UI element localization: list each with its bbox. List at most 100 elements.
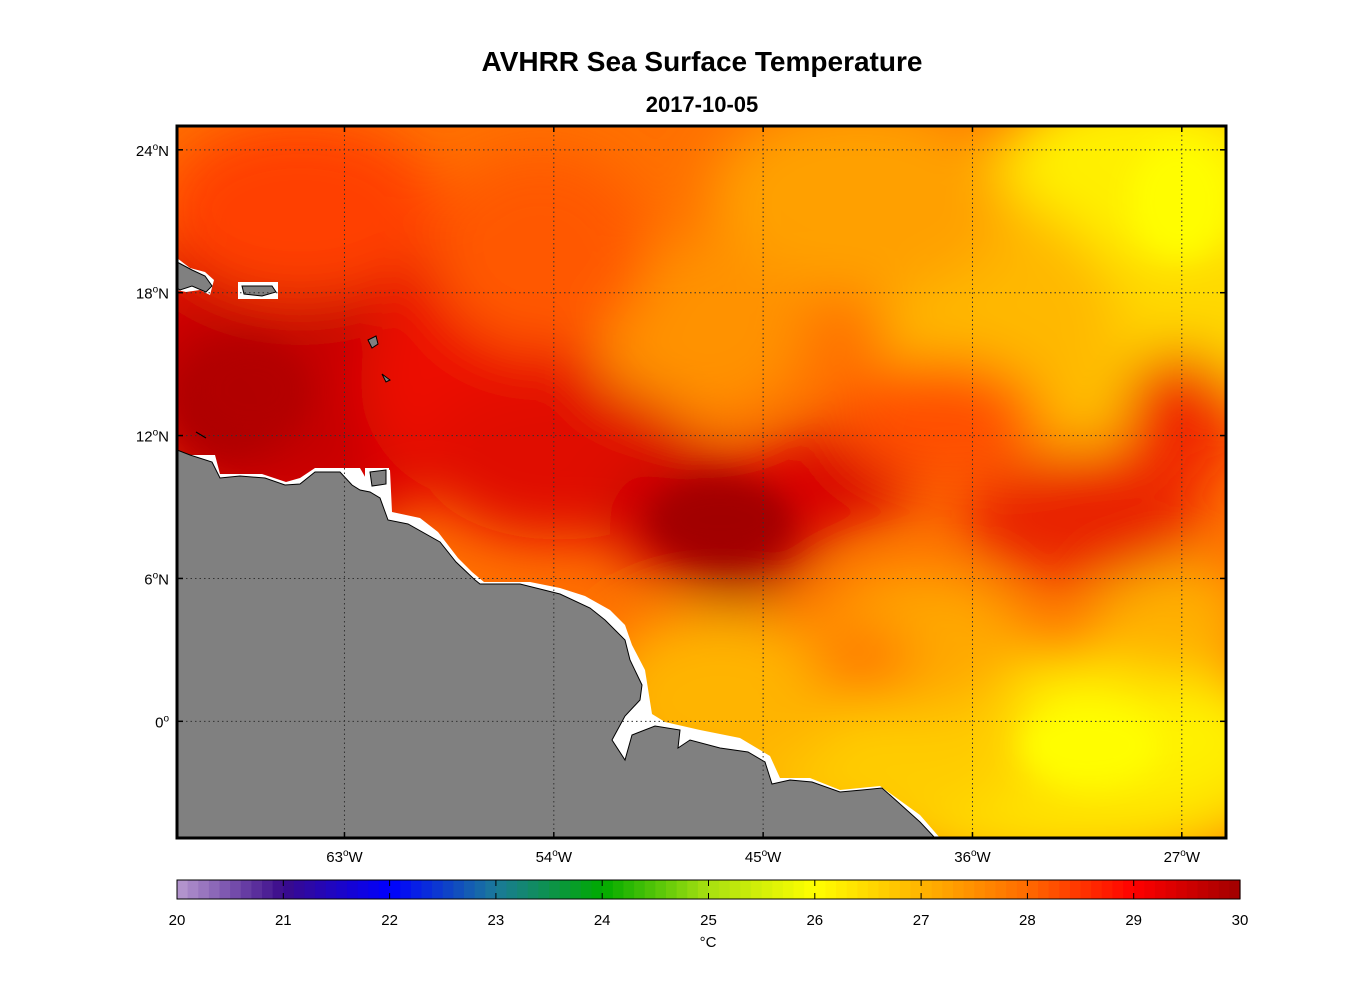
colorbar-steps (177, 880, 1241, 899)
colorbar-tick-label: 27 (913, 912, 930, 929)
colorbar-step (442, 880, 454, 899)
axis-ticks: 63oW 54oW 45oW 36oW 27oW 24oN 18oN 12oN 6oN 0o (136, 126, 1226, 866)
lat-tick-label: 12oN (136, 428, 169, 446)
colorbar-step (527, 880, 540, 899)
colorbar-step (878, 880, 890, 899)
colorbar-unit: °C (700, 934, 717, 951)
colorbar-step (1165, 880, 1177, 899)
colorbar-step (1176, 880, 1188, 899)
colorbar-step (1048, 880, 1060, 899)
chart-title: AVHRR Sea Surface Temperature (481, 46, 923, 77)
colorbar-step (676, 880, 688, 899)
colorbar-step (410, 880, 423, 899)
colorbar-step (1123, 880, 1135, 899)
colorbar-step (485, 880, 497, 899)
colorbar-step (612, 880, 625, 899)
colorbar-step (517, 880, 529, 899)
colorbar-step (644, 880, 656, 899)
lon-tick-label: 45oW (745, 848, 782, 866)
land-mass (177, 258, 940, 838)
colorbar-step (1059, 880, 1071, 899)
colorbar-step (782, 880, 795, 899)
colorbar-step (846, 880, 858, 899)
island-puerto-rico (241, 285, 277, 297)
colorbar-step (591, 880, 603, 899)
colorbar-step (389, 880, 401, 899)
colorbar-step (219, 880, 231, 899)
colorbar-step (889, 880, 901, 899)
colorbar-step (580, 880, 593, 899)
colorbar-step (208, 880, 221, 899)
colorbar-step (719, 880, 731, 899)
colorbar-step (538, 880, 550, 899)
colorbar-step (1006, 880, 1018, 899)
colorbar-step (272, 880, 284, 899)
colorbar-tick-label: 21 (275, 912, 292, 929)
colorbar-step (1229, 880, 1241, 899)
colorbar-step (857, 880, 869, 899)
island-speck (195, 431, 207, 439)
colorbar-step (751, 880, 763, 899)
colorbar-step (740, 880, 752, 899)
colorbar-step (1208, 880, 1220, 899)
colorbar-step (559, 880, 571, 899)
colorbar-tick-label: 22 (381, 912, 398, 929)
colorbar-step (198, 880, 210, 899)
colorbar-step (1186, 880, 1199, 899)
colorbar-step (1091, 880, 1103, 899)
colorbar-step (697, 880, 710, 899)
colorbar-step (293, 880, 306, 899)
colorbar-step (421, 880, 433, 899)
colorbar-tick-label: 24 (594, 912, 611, 929)
colorbar-tick-label: 26 (806, 912, 823, 929)
colorbar-step (1038, 880, 1050, 899)
colorbar-step (687, 880, 699, 899)
colorbar-step (400, 880, 412, 899)
colorbar-step (772, 880, 784, 899)
lat-tick-label: 6oN (144, 570, 169, 588)
chart-subtitle: 2017-10-05 (645, 92, 759, 117)
colorbar-step (304, 880, 316, 899)
colorbar-step (1069, 880, 1082, 899)
colorbar-tick-label: 29 (1125, 912, 1142, 929)
colorbar-step (729, 880, 741, 899)
colorbar-step (347, 880, 359, 899)
island-trinidad (369, 469, 387, 487)
colorbar-step (315, 880, 327, 899)
lat-tick-label: 24oN (136, 142, 169, 160)
colorbar-tick-label: 28 (1019, 912, 1036, 929)
island-tiny (381, 373, 391, 383)
colorbar-step (177, 880, 189, 899)
colorbar-step (464, 880, 476, 899)
colorbar-step (1197, 880, 1209, 899)
colorbar-step (1144, 880, 1156, 899)
colorbar-step (251, 880, 263, 899)
colorbar-step (942, 880, 954, 899)
colorbar-step (378, 880, 391, 899)
colorbar-tick-label: 25 (700, 912, 717, 929)
map-frame (175, 124, 1228, 840)
graticule (177, 126, 1226, 838)
colorbar-step (495, 880, 508, 899)
colorbar-step (963, 880, 975, 899)
colorbar-step (453, 880, 465, 899)
colorbar-step (1101, 880, 1114, 899)
colorbar-step (336, 880, 348, 899)
colorbar-step (1027, 880, 1039, 899)
island-small (367, 335, 379, 349)
colorbar-step (1016, 880, 1028, 899)
lon-tick-label: 54oW (536, 848, 573, 866)
colorbar-step (1112, 880, 1124, 899)
colorbar-step (1080, 880, 1092, 899)
colorbar-step (974, 880, 986, 899)
colorbar-tick-label: 30 (1232, 912, 1249, 929)
colorbar-step (240, 880, 253, 899)
colorbar-step (623, 880, 635, 899)
colorbar-step (325, 880, 338, 899)
colorbar-step (931, 880, 943, 899)
colorbar-step (825, 880, 837, 899)
lat-tick-label: 18oN (136, 285, 169, 303)
lon-tick-label: 36oW (954, 848, 991, 866)
colorbar-tick-label: 23 (488, 912, 505, 929)
colorbar-step (283, 880, 295, 899)
